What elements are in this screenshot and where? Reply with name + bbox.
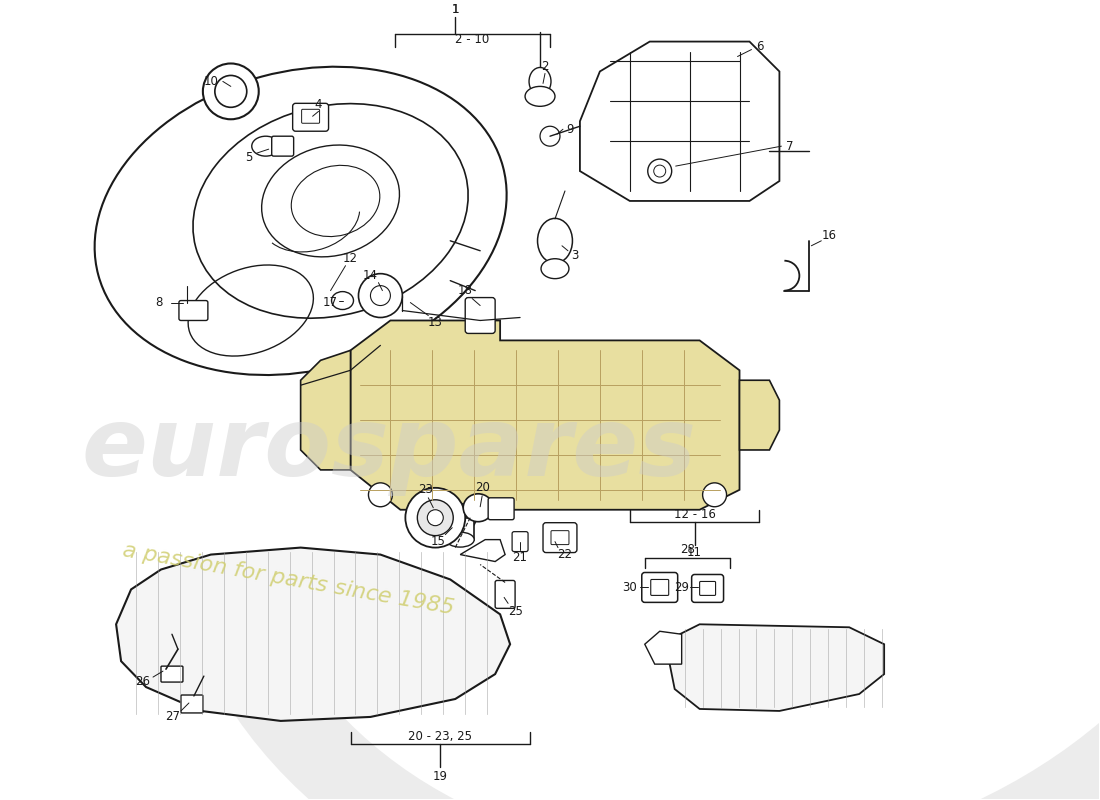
Text: 16: 16 (822, 230, 837, 242)
FancyBboxPatch shape (465, 298, 495, 334)
Text: eurospares: eurospares (81, 403, 696, 497)
Circle shape (406, 488, 465, 547)
Text: 20 - 23, 25: 20 - 23, 25 (408, 730, 472, 743)
Circle shape (359, 274, 403, 318)
Ellipse shape (525, 86, 556, 106)
Circle shape (427, 510, 443, 526)
Text: 7: 7 (785, 140, 793, 153)
Text: 14: 14 (363, 269, 378, 282)
Text: 25: 25 (508, 605, 522, 618)
Text: 21: 21 (513, 551, 528, 564)
Text: 2 - 10: 2 - 10 (455, 33, 490, 46)
FancyBboxPatch shape (447, 518, 474, 540)
Text: 4: 4 (315, 98, 322, 111)
Text: 1: 1 (451, 3, 459, 16)
Text: 29: 29 (674, 581, 690, 594)
Text: 8: 8 (155, 296, 163, 309)
Text: 19: 19 (432, 770, 448, 783)
Text: 12 - 16: 12 - 16 (673, 508, 716, 522)
Ellipse shape (538, 218, 572, 263)
Polygon shape (739, 380, 780, 450)
Text: 1: 1 (451, 3, 459, 16)
Text: 20: 20 (475, 482, 490, 494)
Ellipse shape (529, 67, 551, 95)
Ellipse shape (331, 291, 353, 310)
Text: 3: 3 (571, 250, 579, 262)
FancyBboxPatch shape (543, 522, 576, 553)
Text: 13: 13 (428, 316, 442, 329)
Polygon shape (670, 624, 884, 711)
Ellipse shape (444, 504, 476, 532)
Polygon shape (645, 631, 682, 664)
FancyBboxPatch shape (488, 498, 514, 520)
Text: 11: 11 (688, 546, 702, 559)
Circle shape (368, 483, 393, 506)
FancyBboxPatch shape (180, 695, 202, 713)
Circle shape (417, 500, 453, 536)
Circle shape (214, 75, 246, 107)
FancyBboxPatch shape (179, 301, 208, 321)
FancyBboxPatch shape (272, 136, 294, 156)
Text: 15: 15 (431, 535, 446, 548)
FancyBboxPatch shape (293, 103, 329, 131)
Text: 22: 22 (558, 548, 572, 561)
Circle shape (540, 126, 560, 146)
Polygon shape (460, 540, 505, 562)
Text: 2: 2 (541, 60, 549, 73)
Text: 28: 28 (680, 543, 695, 556)
FancyBboxPatch shape (692, 574, 724, 602)
Text: 6: 6 (756, 40, 763, 53)
Text: 27: 27 (165, 710, 180, 723)
Ellipse shape (252, 136, 279, 156)
Ellipse shape (541, 258, 569, 278)
FancyBboxPatch shape (495, 581, 515, 608)
Circle shape (703, 483, 727, 506)
Ellipse shape (447, 532, 474, 547)
Polygon shape (300, 350, 351, 470)
Text: 12: 12 (343, 252, 358, 266)
Text: 18: 18 (458, 284, 473, 297)
Circle shape (202, 63, 258, 119)
Polygon shape (117, 547, 510, 721)
FancyBboxPatch shape (161, 666, 183, 682)
Ellipse shape (463, 494, 493, 522)
Text: a passion for parts since 1985: a passion for parts since 1985 (121, 541, 455, 618)
Text: 26: 26 (135, 674, 151, 687)
FancyBboxPatch shape (641, 573, 678, 602)
Text: 17: 17 (323, 296, 338, 309)
Text: 10: 10 (204, 75, 218, 88)
Text: 5: 5 (245, 150, 253, 164)
Circle shape (648, 159, 672, 183)
FancyBboxPatch shape (513, 532, 528, 551)
Text: 9: 9 (566, 122, 574, 136)
Polygon shape (351, 321, 739, 510)
Text: 30: 30 (623, 581, 637, 594)
Text: 23: 23 (418, 483, 432, 496)
